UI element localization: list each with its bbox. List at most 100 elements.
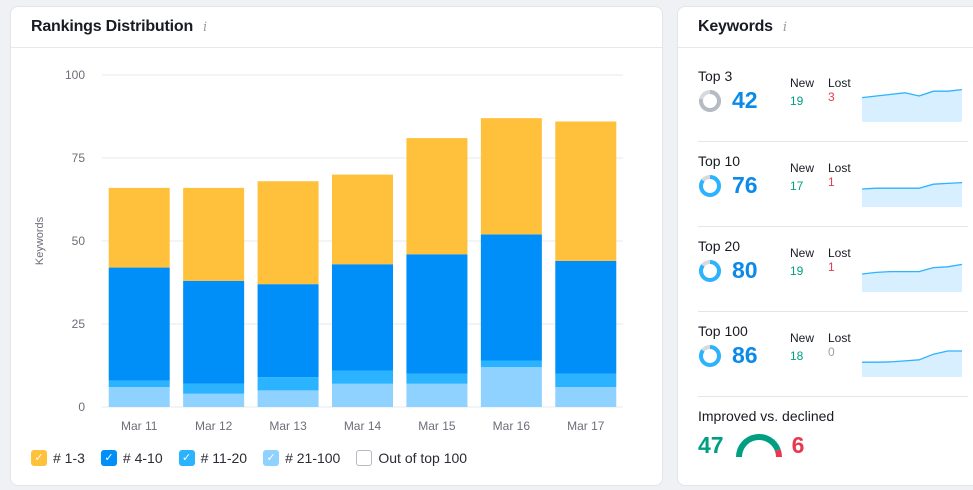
rankings-card-header: Rankings Distribution i (11, 7, 662, 48)
keyword-row[interactable]: Top 10 76 New 17 Lost 1 (698, 153, 968, 223)
lost-keywords: Lost 0 (828, 331, 851, 359)
legend-item[interactable]: ✓ # 21-100 (263, 450, 340, 466)
bar-segment[interactable] (406, 254, 468, 374)
new-label: New (790, 331, 815, 345)
bar-segment[interactable] (555, 121, 617, 261)
bar-segment[interactable] (406, 138, 468, 255)
bar-segment[interactable] (257, 390, 319, 407)
keyword-count: 80 (732, 257, 758, 283)
legend-label: Out of top 100 (378, 450, 468, 466)
new-value: 17 (790, 179, 804, 193)
lost-label: Lost (828, 246, 851, 260)
new-keywords: New 19 (790, 76, 814, 108)
lost-label: Lost (828, 76, 851, 90)
lost-value: 3 (828, 90, 835, 104)
info-icon[interactable]: i (782, 19, 788, 35)
keyword-row-label: Top 20 (698, 238, 741, 254)
x-tick-label: Mar 11 (121, 419, 158, 433)
bar-segment[interactable] (406, 383, 468, 407)
new-keywords: New 19 (790, 246, 814, 278)
bar-segment[interactable] (108, 187, 170, 268)
legend-label: # 11-20 (200, 450, 248, 466)
legend-checkbox[interactable]: ✓ (31, 450, 47, 466)
lost-keywords: Lost 3 (828, 76, 851, 104)
bar-segment[interactable] (183, 393, 245, 407)
y-tick-label: 25 (72, 317, 86, 331)
legend-label: # 21-100 (285, 450, 341, 466)
info-icon[interactable]: i (203, 19, 208, 35)
legend-item[interactable]: ✓ # 1-3 (31, 450, 85, 466)
keyword-count: 76 (732, 172, 758, 198)
new-value: 18 (790, 349, 804, 363)
bar-segment[interactable] (183, 383, 245, 394)
bar-segment[interactable] (480, 367, 542, 407)
legend-label: # 1-3 (53, 450, 85, 466)
lost-value: 0 (828, 345, 835, 359)
bar-segment[interactable] (108, 267, 170, 381)
bar-segment[interactable] (183, 280, 245, 384)
legend-item[interactable]: ✓ # 11-20 (178, 450, 248, 466)
bar-segment[interactable] (183, 187, 245, 281)
declined-count: 6 (791, 431, 805, 458)
bar-segment[interactable] (332, 383, 393, 407)
x-tick-label: Mar 17 (567, 419, 605, 433)
legend-label: # 4-10 (122, 450, 163, 466)
legend-checkbox[interactable]: ✓ (263, 450, 280, 466)
improved-declined-gauge-icon (735, 434, 782, 458)
bar-segment[interactable] (480, 118, 542, 235)
improved-vs-declined-label: Improved vs. declined (698, 408, 835, 424)
new-value: 19 (790, 264, 804, 278)
row-divider (698, 226, 968, 227)
bar-segment[interactable] (257, 181, 319, 285)
bar-segment[interactable] (332, 370, 393, 384)
x-tick-label: Mar 13 (269, 419, 307, 433)
bar-segment[interactable] (257, 377, 319, 391)
lost-value: 1 (828, 175, 835, 189)
bar-segment[interactable] (480, 360, 542, 368)
legend-checkbox[interactable]: ✓ (100, 450, 117, 466)
sparkline-chart (862, 263, 963, 292)
bar-segment[interactable] (555, 387, 617, 407)
bar-segment[interactable] (555, 260, 617, 374)
row-divider (698, 396, 968, 397)
new-label: New (790, 76, 815, 90)
bar-segment[interactable] (257, 284, 319, 378)
x-tick-label: Mar 12 (195, 419, 233, 433)
keyword-row[interactable]: Top 3 42 New 19 Lost 3 (698, 68, 968, 138)
new-label: New (790, 161, 815, 175)
keywords-card-title: Keywords (698, 18, 773, 35)
rankings-card-title: Rankings Distribution (31, 18, 194, 35)
x-tick-label: Mar 14 (344, 419, 382, 433)
bar-segment[interactable] (406, 373, 468, 384)
bar-segment[interactable] (332, 264, 393, 371)
legend-item[interactable]: ✓ # 4-10 (100, 450, 163, 466)
bar-segment[interactable] (332, 174, 393, 265)
keywords-card-header: Keywords i (678, 7, 973, 48)
bar-segment[interactable] (108, 387, 170, 407)
lost-value: 1 (828, 260, 835, 274)
rankings-bar-chart: 0 25 50 75 100 Keywords Mar 11 Mar 12 Mar 13 Mar … (34, 68, 623, 433)
y-tick-label: 75 (72, 151, 86, 165)
bar-segment[interactable] (480, 234, 542, 361)
legend-checkbox[interactable]: ✓ (178, 450, 195, 466)
keyword-row[interactable]: Top 100 86 New 18 Lost 0 (698, 323, 968, 393)
bar-segment[interactable] (108, 380, 170, 388)
row-divider (698, 311, 968, 312)
lost-keywords: Lost 1 (828, 246, 851, 274)
donut-ring-icon (699, 259, 721, 282)
keyword-row[interactable]: Top 20 80 New 19 Lost 1 (698, 238, 968, 308)
rankings-distribution-card: Rankings Distribution i 0 25 50 75 100 Keywor… (10, 6, 663, 486)
improved-vs-declined-summary: 47 6 (698, 431, 804, 459)
legend-item[interactable]: Out of top 100 (356, 450, 467, 466)
lost-label: Lost (828, 331, 851, 345)
bar-segment[interactable] (555, 373, 617, 388)
legend-checkbox[interactable] (356, 450, 373, 466)
sparkline-chart (862, 88, 963, 122)
y-tick-label: 100 (65, 68, 85, 82)
chart-legend: ✓ # 1-3 ✓ # 4-10 ✓ # 11-20 ✓ # 21-100 Out of top… (31, 450, 483, 466)
new-keywords: New 17 (790, 161, 814, 193)
keyword-row-label: Top 10 (698, 153, 741, 169)
donut-ring-icon (699, 89, 721, 112)
donut-ring-icon (699, 344, 721, 367)
y-tick-label: 50 (72, 234, 86, 248)
